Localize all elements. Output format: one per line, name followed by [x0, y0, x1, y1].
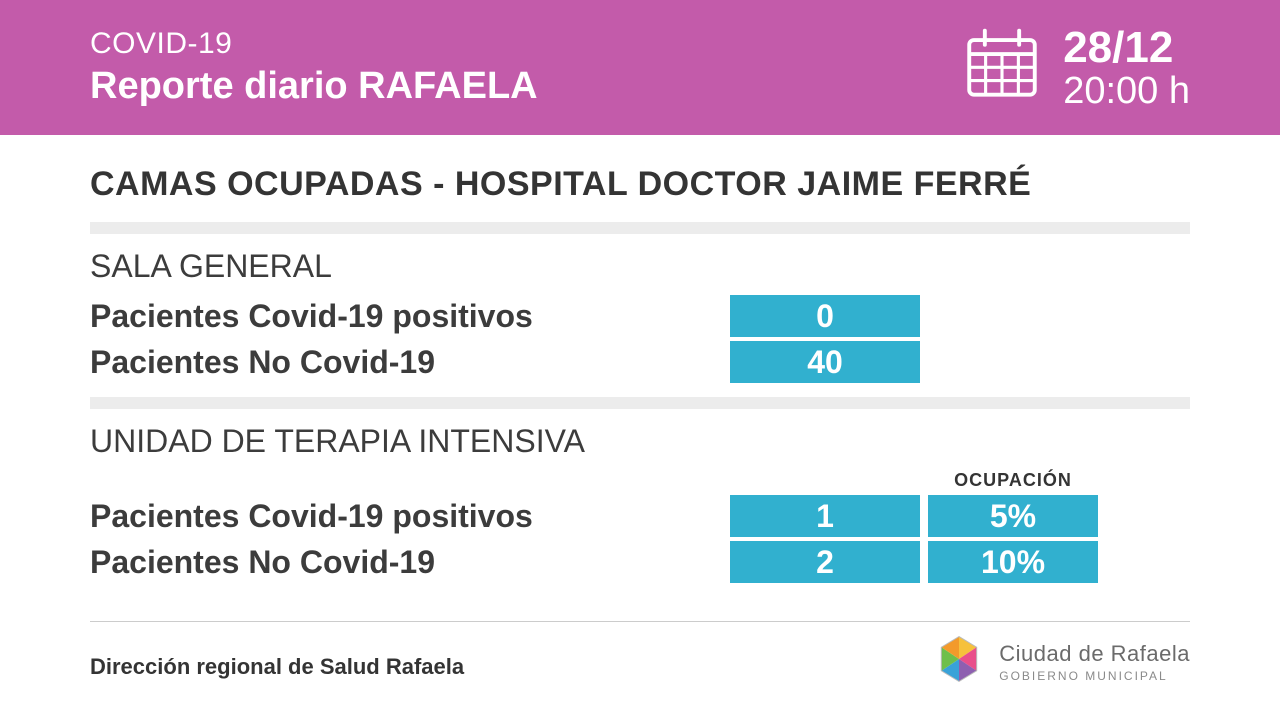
- data-row: Pacientes No Covid-19 2 10%: [90, 541, 1190, 583]
- report-card: COVID-19 Reporte diario RAFAELA 28/12: [0, 0, 1280, 720]
- header-title-block: COVID-19 Reporte diario RAFAELA: [90, 27, 538, 108]
- row-label: Pacientes No Covid-19: [90, 544, 730, 581]
- header-title: Reporte diario RAFAELA: [90, 65, 538, 108]
- city-logo-icon: [933, 633, 985, 690]
- section-title-uti: UNIDAD DE TERAPIA INTENSIVA: [90, 423, 1190, 460]
- footer: Dirección regional de Salud Rafaela Ciud…: [0, 621, 1280, 720]
- footer-divider: [90, 621, 1190, 622]
- data-row: Pacientes Covid-19 positivos 0: [90, 295, 1190, 337]
- footer-source: Dirección regional de Salud Rafaela: [90, 654, 464, 680]
- pct-badge: 10%: [928, 541, 1098, 583]
- report-date: 28/12: [1063, 26, 1190, 70]
- data-row: Pacientes No Covid-19 40: [90, 341, 1190, 383]
- value-badge: 40: [730, 341, 920, 383]
- city-text: Ciudad de Rafaela GOBIERNO MUNICIPAL: [999, 641, 1190, 683]
- value-badge: 1: [730, 495, 920, 537]
- date-time: 28/12 20:00 h: [1063, 26, 1190, 110]
- footer-logo-block: Ciudad de Rafaela GOBIERNO MUNICIPAL: [933, 633, 1190, 690]
- divider-bar: [90, 222, 1190, 234]
- data-row: Pacientes Covid-19 positivos 1 5%: [90, 495, 1190, 537]
- header-date-block: 28/12 20:00 h: [963, 26, 1190, 110]
- pct-badge: 5%: [928, 495, 1098, 537]
- value-badge: 0: [730, 295, 920, 337]
- main-content: CAMAS OCUPADAS - HOSPITAL DOCTOR JAIME F…: [0, 135, 1280, 583]
- value-badge: 2: [730, 541, 920, 583]
- header-banner: COVID-19 Reporte diario RAFAELA 28/12: [0, 0, 1280, 135]
- row-label: Pacientes No Covid-19: [90, 344, 730, 381]
- divider-bar: [90, 397, 1190, 409]
- calendar-icon: [963, 26, 1041, 109]
- occupancy-header: OCUPACIÓN: [928, 470, 1098, 491]
- city-name: Ciudad de Rafaela: [999, 641, 1190, 667]
- row-label: Pacientes Covid-19 positivos: [90, 298, 730, 335]
- row-label: Pacientes Covid-19 positivos: [90, 498, 730, 535]
- section-title-sala: SALA GENERAL: [90, 248, 1190, 285]
- main-title: CAMAS OCUPADAS - HOSPITAL DOCTOR JAIME F…: [90, 165, 1190, 204]
- city-subtitle: GOBIERNO MUNICIPAL: [999, 669, 1190, 683]
- section-uti: UNIDAD DE TERAPIA INTENSIVA OCUPACIÓN Pa…: [90, 423, 1190, 583]
- report-time: 20:00 h: [1063, 72, 1190, 110]
- header-subtitle: COVID-19: [90, 27, 538, 61]
- section-sala-general: SALA GENERAL Pacientes Covid-19 positivo…: [90, 248, 1190, 383]
